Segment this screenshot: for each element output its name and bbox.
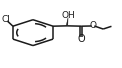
- Polygon shape: [66, 18, 68, 25]
- Text: O: O: [78, 34, 85, 44]
- Text: O: O: [90, 21, 97, 30]
- Text: Cl: Cl: [1, 15, 10, 24]
- Text: OH: OH: [61, 11, 75, 20]
